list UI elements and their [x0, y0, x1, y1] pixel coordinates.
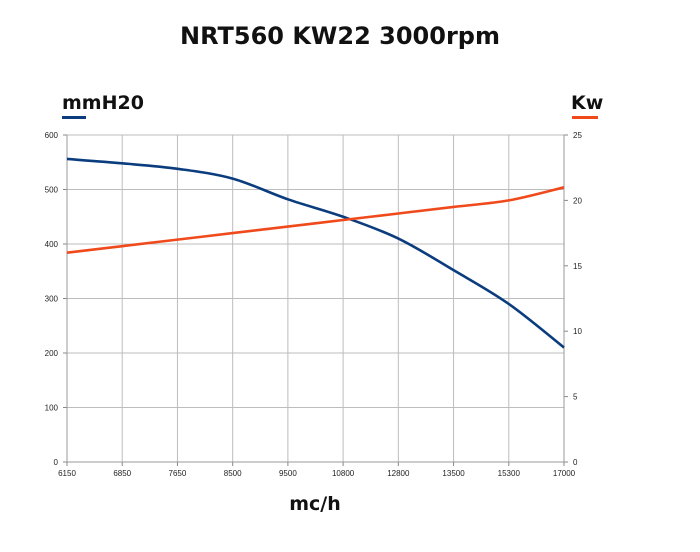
- x-tick-label: 7650: [169, 469, 187, 478]
- kw-series-line: [66, 186, 565, 255]
- left-tick-label: 300: [45, 295, 59, 304]
- left-tick-label: 200: [45, 349, 59, 358]
- x-tick-label: 15300: [498, 469, 521, 478]
- x-tick-label: 13500: [442, 469, 465, 478]
- axes: [63, 134, 568, 466]
- x-tick-label: 9500: [279, 469, 297, 478]
- series-lines: [66, 157, 565, 349]
- tick-labels: 6150 6850 7650 8500 9500 10800 12800 13500 15300…: [45, 131, 583, 478]
- x-tick-label: 8500: [224, 469, 242, 478]
- right-tick-label: 0: [573, 458, 578, 467]
- x-tick-label: 10800: [332, 469, 355, 478]
- x-tick-label: 6850: [113, 469, 131, 478]
- x-tick-label: 12800: [387, 469, 410, 478]
- right-tick-label: 20: [573, 196, 582, 205]
- x-axis-label: mc/h: [289, 493, 341, 515]
- x-tick-label: 17000: [553, 469, 576, 478]
- right-tick-label: 15: [573, 262, 582, 271]
- right-series-legend-line: [572, 116, 598, 119]
- grid: [66, 134, 565, 463]
- right-tick-label: 25: [573, 131, 582, 140]
- left-tick-label: 100: [45, 404, 59, 413]
- left-tick-label: 500: [45, 186, 59, 195]
- x-tick-label: 6150: [58, 469, 76, 478]
- left-series-legend-line: [62, 116, 86, 119]
- left-tick-label: 0: [54, 458, 59, 467]
- left-tick-label: 400: [45, 240, 59, 249]
- right-tick-label: 5: [573, 393, 578, 402]
- right-tick-label: 10: [573, 327, 582, 336]
- right-axis-label: Kw: [571, 92, 604, 114]
- mmh20-series-line: [66, 157, 565, 349]
- chart-title: NRT560 KW22 3000rpm: [180, 22, 500, 50]
- left-axis-label: mmH20: [62, 92, 144, 114]
- left-tick-label: 600: [45, 131, 59, 140]
